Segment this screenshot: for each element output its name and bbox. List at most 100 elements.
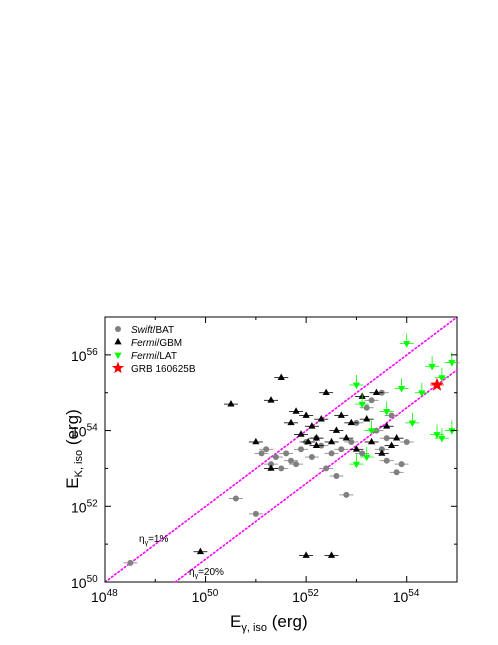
- marker: [292, 407, 300, 414]
- data-point-s0-19: [334, 446, 349, 453]
- data-point-s2-2: [359, 447, 374, 462]
- marker: [438, 375, 446, 382]
- data-point-s0-6: [268, 454, 283, 461]
- legend-item: Fermi/GBM: [114, 337, 182, 349]
- data-point-s1-4: [274, 373, 289, 380]
- data-point-s2-7: [405, 412, 420, 427]
- y-axis-title-sub: K, iso: [73, 450, 85, 478]
- marker: [343, 491, 350, 498]
- y-axis-title: EK, iso (erg): [63, 409, 85, 488]
- reference-lines: [104, 316, 458, 583]
- marker: [387, 441, 396, 448]
- data-point-s2-5: [394, 378, 409, 393]
- marker: [297, 430, 305, 437]
- data-point-s1-8: [299, 411, 314, 418]
- data-point-s2-1: [355, 394, 370, 409]
- marker: [323, 465, 330, 472]
- marker: [397, 386, 406, 393]
- data-point-s0-25: [364, 397, 379, 404]
- ref-label-sub-1: γ: [145, 540, 149, 547]
- marker: [408, 420, 417, 427]
- marker: [383, 422, 391, 429]
- marker: [308, 422, 316, 429]
- x-axis-title-sub: γ, iso: [241, 622, 267, 634]
- y-axis-title-main: E: [63, 477, 82, 488]
- data-point-s1-10: [304, 422, 319, 429]
- legend-label: Fermi/GBM: [131, 338, 182, 349]
- data-point-s1-5: [284, 418, 299, 426]
- data-point-s1-11: [309, 434, 324, 441]
- data-point-s1-15: [329, 426, 344, 433]
- data-point-s1-9: [301, 437, 316, 445]
- marker: [367, 428, 376, 435]
- data-point-s1-29: [324, 551, 339, 558]
- marker: [267, 461, 274, 468]
- marker: [433, 432, 441, 439]
- marker: [430, 377, 444, 391]
- marker: [287, 418, 295, 426]
- marker: [302, 411, 310, 418]
- marker: [347, 418, 355, 426]
- marker: [352, 382, 361, 390]
- marker: [308, 454, 315, 461]
- ref-label-suffix-1: =1%: [148, 534, 168, 545]
- data-point-s0-29: [384, 412, 399, 419]
- marker: [372, 388, 381, 396]
- marker: [267, 396, 275, 403]
- marker: [283, 450, 290, 457]
- marker: [383, 457, 390, 464]
- marker: [398, 461, 405, 468]
- y-tick-label: 1056: [71, 347, 98, 364]
- marker: [267, 464, 275, 471]
- marker: [448, 360, 456, 367]
- marker: [252, 437, 260, 445]
- marker: [333, 473, 340, 480]
- data-point-s0-13: [304, 454, 319, 461]
- marker: [297, 446, 304, 453]
- data-point-s0-2: [248, 510, 263, 517]
- data-point-s0-18: [329, 473, 344, 480]
- legend-item: Swift/BAT: [115, 325, 174, 336]
- legend-label: GRB 160625B: [131, 364, 196, 375]
- axis-ticks: [104, 316, 458, 583]
- data-point-s1-19: [349, 445, 364, 452]
- legend-marker: [111, 361, 125, 374]
- data-point-s1-26: [384, 441, 399, 448]
- marker: [258, 450, 265, 457]
- y-tick-label: 1052: [71, 498, 98, 515]
- data-point-s1-21: [359, 415, 374, 422]
- marker: [393, 434, 401, 441]
- data-point-s2-11: [434, 428, 449, 443]
- marker: [368, 397, 375, 404]
- marker: [278, 465, 285, 472]
- marker: [302, 551, 310, 558]
- reference-line-1: [104, 316, 458, 583]
- marker: [317, 415, 325, 422]
- marker: [322, 388, 330, 396]
- data-point-s0-11: [293, 446, 308, 453]
- marker: [312, 434, 321, 441]
- marker: [438, 435, 446, 443]
- y-tick-label: 1050: [71, 574, 98, 591]
- data-point-s0-31: [394, 461, 409, 468]
- x-axis-title-unit: (erg): [267, 612, 308, 631]
- marker: [277, 373, 285, 380]
- marker: [272, 454, 279, 461]
- data-point-s1-27: [389, 434, 404, 441]
- ref-label-eta-20: η: [189, 567, 195, 578]
- data-point-s2-0: [349, 374, 364, 390]
- data-point-s1-2: [248, 437, 263, 445]
- data-point-s1-6: [289, 407, 304, 414]
- marker: [403, 341, 411, 348]
- data-point-s1-1: [223, 399, 238, 407]
- marker: [367, 437, 376, 445]
- data-point-s2-9: [425, 356, 440, 371]
- data-point-s1-18: [344, 418, 359, 426]
- x-tick-labels: 1048 1050 1052 1054: [91, 588, 420, 605]
- data-point-s2-8: [414, 382, 429, 397]
- marker: [418, 390, 426, 397]
- legend-item: Fermi/LAT: [114, 351, 177, 362]
- x-tick-label: 1054: [393, 588, 420, 605]
- data-point-s1-16: [334, 411, 349, 418]
- marker: [388, 412, 395, 419]
